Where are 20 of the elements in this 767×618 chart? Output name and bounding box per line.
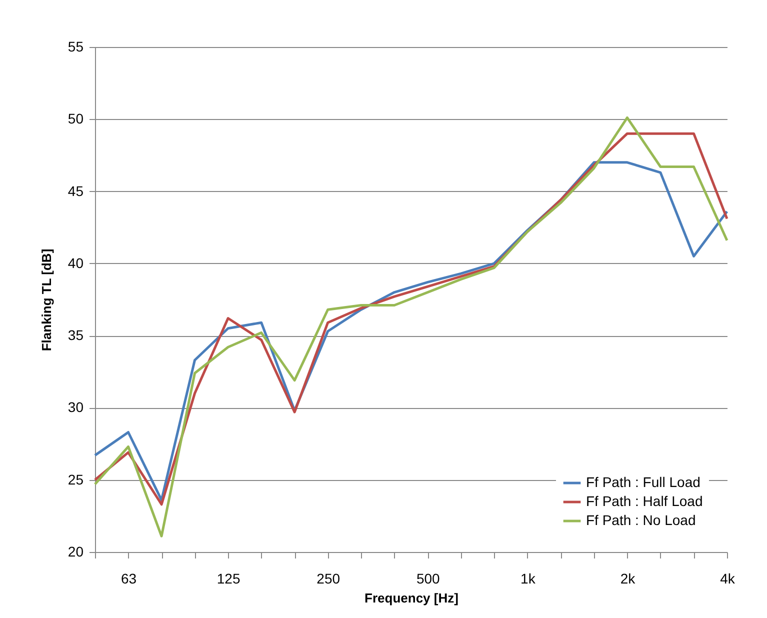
x-axis-title: Frequency [Hz] xyxy=(364,590,458,606)
legend-label: Ff Path : Half Load xyxy=(586,493,703,509)
y-tick-label: 35 xyxy=(68,327,84,344)
x-tick-label: 63 xyxy=(120,570,137,586)
y-tick-label: 40 xyxy=(68,254,84,271)
y-tick-label: 25 xyxy=(68,471,84,488)
y-tick-label: 45 xyxy=(68,182,84,199)
x-tick-label: 500 xyxy=(416,570,440,586)
x-tick-label: 250 xyxy=(316,570,340,586)
x-tick-label: 2k xyxy=(620,570,636,586)
legend-label: Ff Path : No Load xyxy=(586,512,696,528)
x-tick-label: 1k xyxy=(520,570,536,586)
y-tick-label: 55 xyxy=(68,38,84,54)
legend-label: Ff Path : Full Load xyxy=(586,474,700,490)
y-tick-label: 20 xyxy=(68,544,84,560)
y-tick-label: 30 xyxy=(68,399,84,416)
y-tick-label: 50 xyxy=(68,110,84,127)
x-tick-label: 4k xyxy=(720,570,736,586)
x-tick-label: 125 xyxy=(216,570,240,586)
y-axis-title: Flanking TL [dB] xyxy=(38,248,54,352)
